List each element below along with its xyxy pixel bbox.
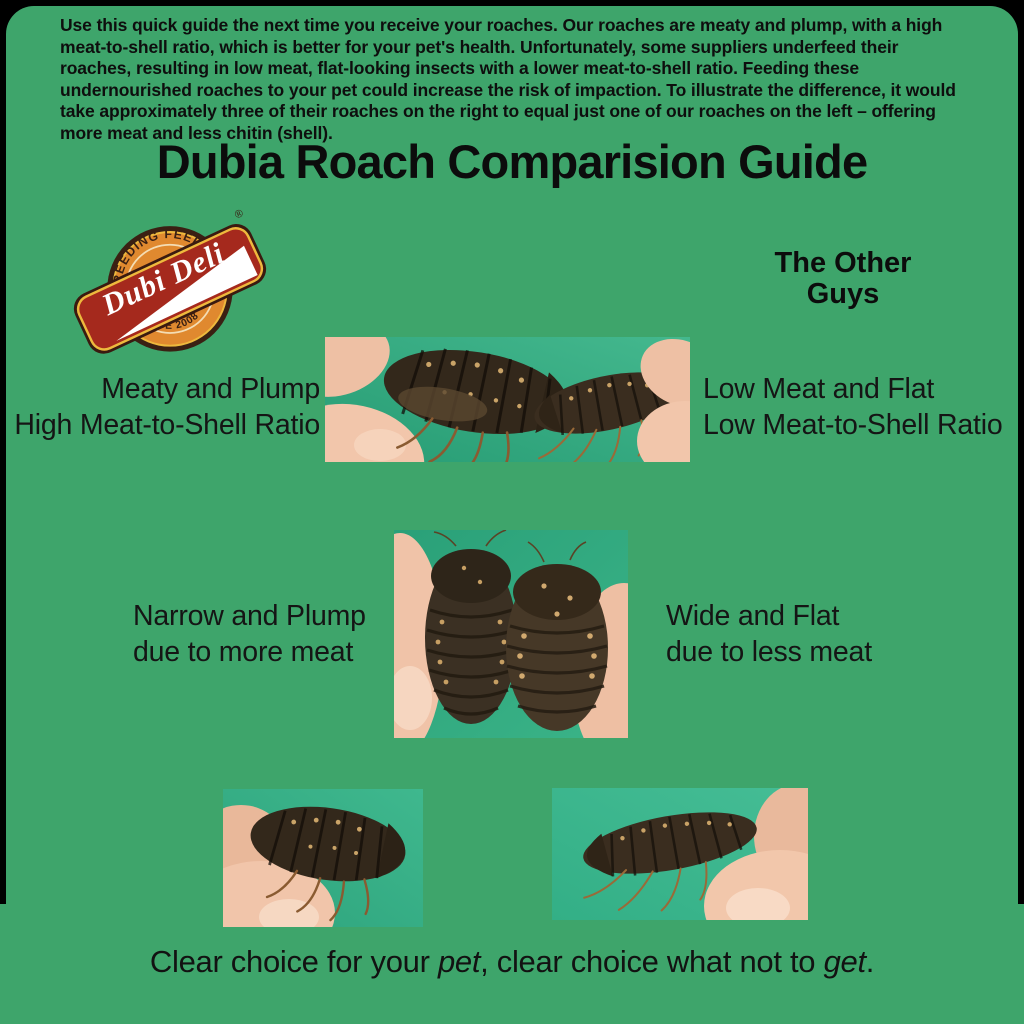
page-title: Dubia Roach Comparision Guide xyxy=(156,135,868,188)
label-other-roach-row1: Low Meat and Flat Low Meat-to-Shell Rati… xyxy=(703,372,1003,443)
label-our-roach-row1: Meaty and Plump High Meat-to-Shell Ratio xyxy=(14,372,320,443)
label-line: due to less meat xyxy=(666,635,872,668)
green-card-background xyxy=(6,6,1018,1024)
footer-part3: . xyxy=(865,944,875,979)
plump-roach-side xyxy=(250,806,406,922)
label-line: Wide and Flat xyxy=(666,600,840,632)
label-line: due to more meat xyxy=(133,635,354,668)
left-finger xyxy=(394,533,444,738)
plump-roach-side xyxy=(383,348,568,462)
label-line: Meaty and Plump xyxy=(101,373,320,405)
label-line: High Meat-to-Shell Ratio xyxy=(14,408,320,441)
wide-flat-roach-top xyxy=(506,541,608,731)
label-line: Low Meat-to-Shell Ratio xyxy=(703,408,1003,441)
fingers xyxy=(704,788,808,920)
logo-registered-mark: ® xyxy=(233,207,245,221)
label-other-roach-row2: Wide and Flat due to less meat xyxy=(666,599,872,670)
other-guys-line2: Guys xyxy=(806,278,880,310)
footer-part2: , clear choice what not to xyxy=(480,944,824,979)
bottom-left-edge-patch xyxy=(0,904,6,1024)
footer-italic-pet: pet xyxy=(437,944,481,979)
footer-italic-get: get xyxy=(823,944,867,979)
photo-top-view-comparison xyxy=(394,530,628,738)
photo-flat-roach xyxy=(552,788,808,920)
label-our-roach-row2: Narrow and Plump due to more meat xyxy=(133,599,366,670)
footer-tagline: Clear choice for your pet, clear choice … xyxy=(0,944,1024,980)
photo-side-view-comparison xyxy=(325,337,690,462)
dubi-deli-logo: BREEDING FEEDERS ★ SINCE 2008 ★ Dubi Del… xyxy=(72,198,267,354)
label-line: Low Meat and Flat xyxy=(703,373,935,405)
bottom-right-edge-patch xyxy=(1018,904,1024,1024)
flat-roach-side xyxy=(583,812,757,912)
label-line: Narrow and Plump xyxy=(133,600,366,632)
right-fingers xyxy=(637,338,690,462)
narrow-plump-roach-top xyxy=(425,530,517,724)
footer-part1: Clear choice for your xyxy=(149,944,438,979)
photo-plump-roach xyxy=(223,789,423,927)
left-fingers xyxy=(325,337,425,462)
other-guys-heading: The Other Guys xyxy=(740,248,946,310)
logo-swoosh xyxy=(116,245,258,341)
flat-roach-side xyxy=(534,372,680,462)
intro-paragraph: Use this quick guide the next time you r… xyxy=(60,15,956,143)
other-guys-line1: The Other xyxy=(774,247,912,279)
